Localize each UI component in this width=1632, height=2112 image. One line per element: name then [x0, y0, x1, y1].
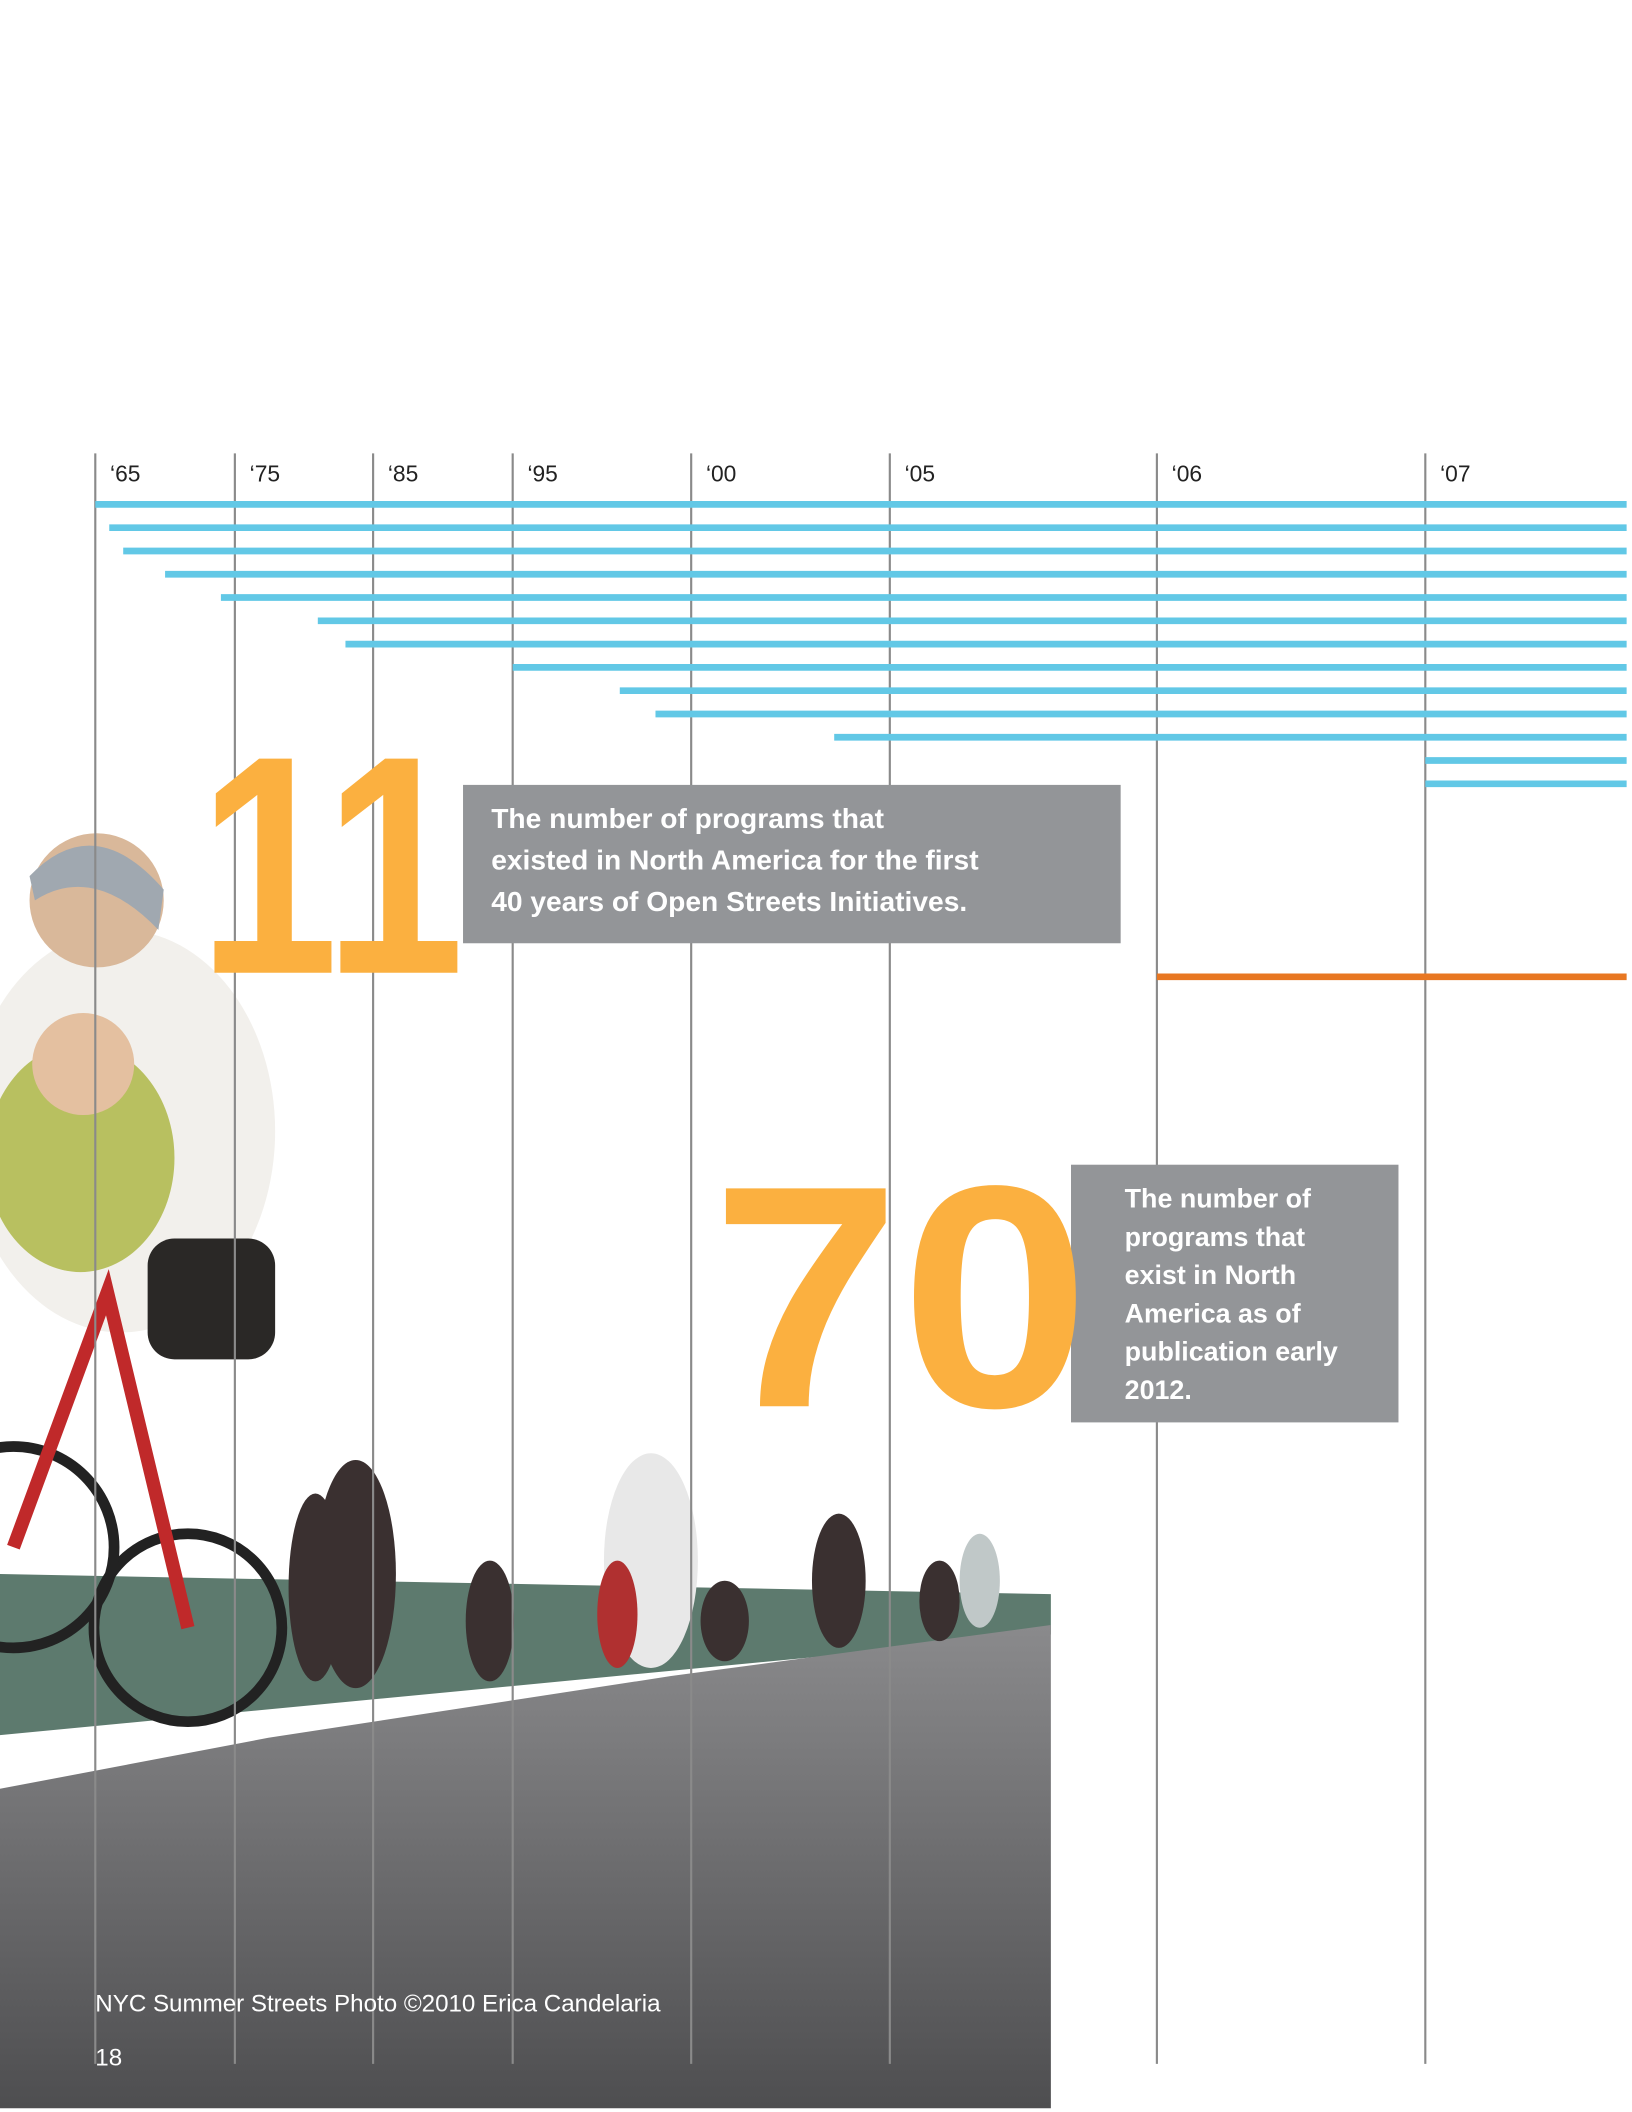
callout-box — [463, 784, 1121, 944]
tick-label: ‘06 — [1172, 461, 1202, 487]
page-number: 18 — [95, 2044, 122, 2071]
callout-number: 70 — [711, 1120, 1089, 1474]
tick-label: ‘65 — [110, 461, 140, 487]
tick-label: ‘75 — [250, 461, 280, 487]
callout-text: existed in North America for the first — [491, 843, 979, 875]
callout-text: The number of programs that — [491, 802, 884, 834]
callout-number: 11 — [199, 691, 465, 1039]
timeline: ‘65 ‘75 ‘85 ‘95 ‘00 ‘05 ‘06 ‘07 — [94, 453, 1627, 2064]
photo — [0, 833, 1051, 2109]
callout-text: 40 years of Open Streets Initiatives. — [491, 885, 967, 917]
callout-text: The number of — [1125, 1184, 1311, 1214]
photo-caption: NYC Summer Streets Photo ©2010 Erica Can… — [95, 1991, 661, 2018]
callout-text: exist in North — [1125, 1260, 1296, 1290]
callouts: 11 The number of programs that existed in … — [199, 691, 1399, 1474]
cyclist — [0, 833, 288, 1728]
road — [0, 1625, 1051, 2109]
callout-text: programs that — [1125, 1222, 1305, 1252]
tick-label: ‘95 — [527, 461, 557, 487]
tick-label: ‘07 — [1440, 461, 1470, 487]
callout-box — [1071, 1164, 1399, 1423]
tick-label: ‘05 — [905, 461, 935, 487]
railing — [0, 1574, 1051, 1736]
callout-text: publication early — [1125, 1337, 1338, 1367]
callout-text: America as of — [1125, 1298, 1301, 1328]
crowd — [288, 1453, 1000, 1689]
callout-text: 2012. — [1125, 1375, 1192, 1405]
tick-label: ‘85 — [388, 461, 418, 487]
tick-label: ‘00 — [706, 461, 736, 487]
